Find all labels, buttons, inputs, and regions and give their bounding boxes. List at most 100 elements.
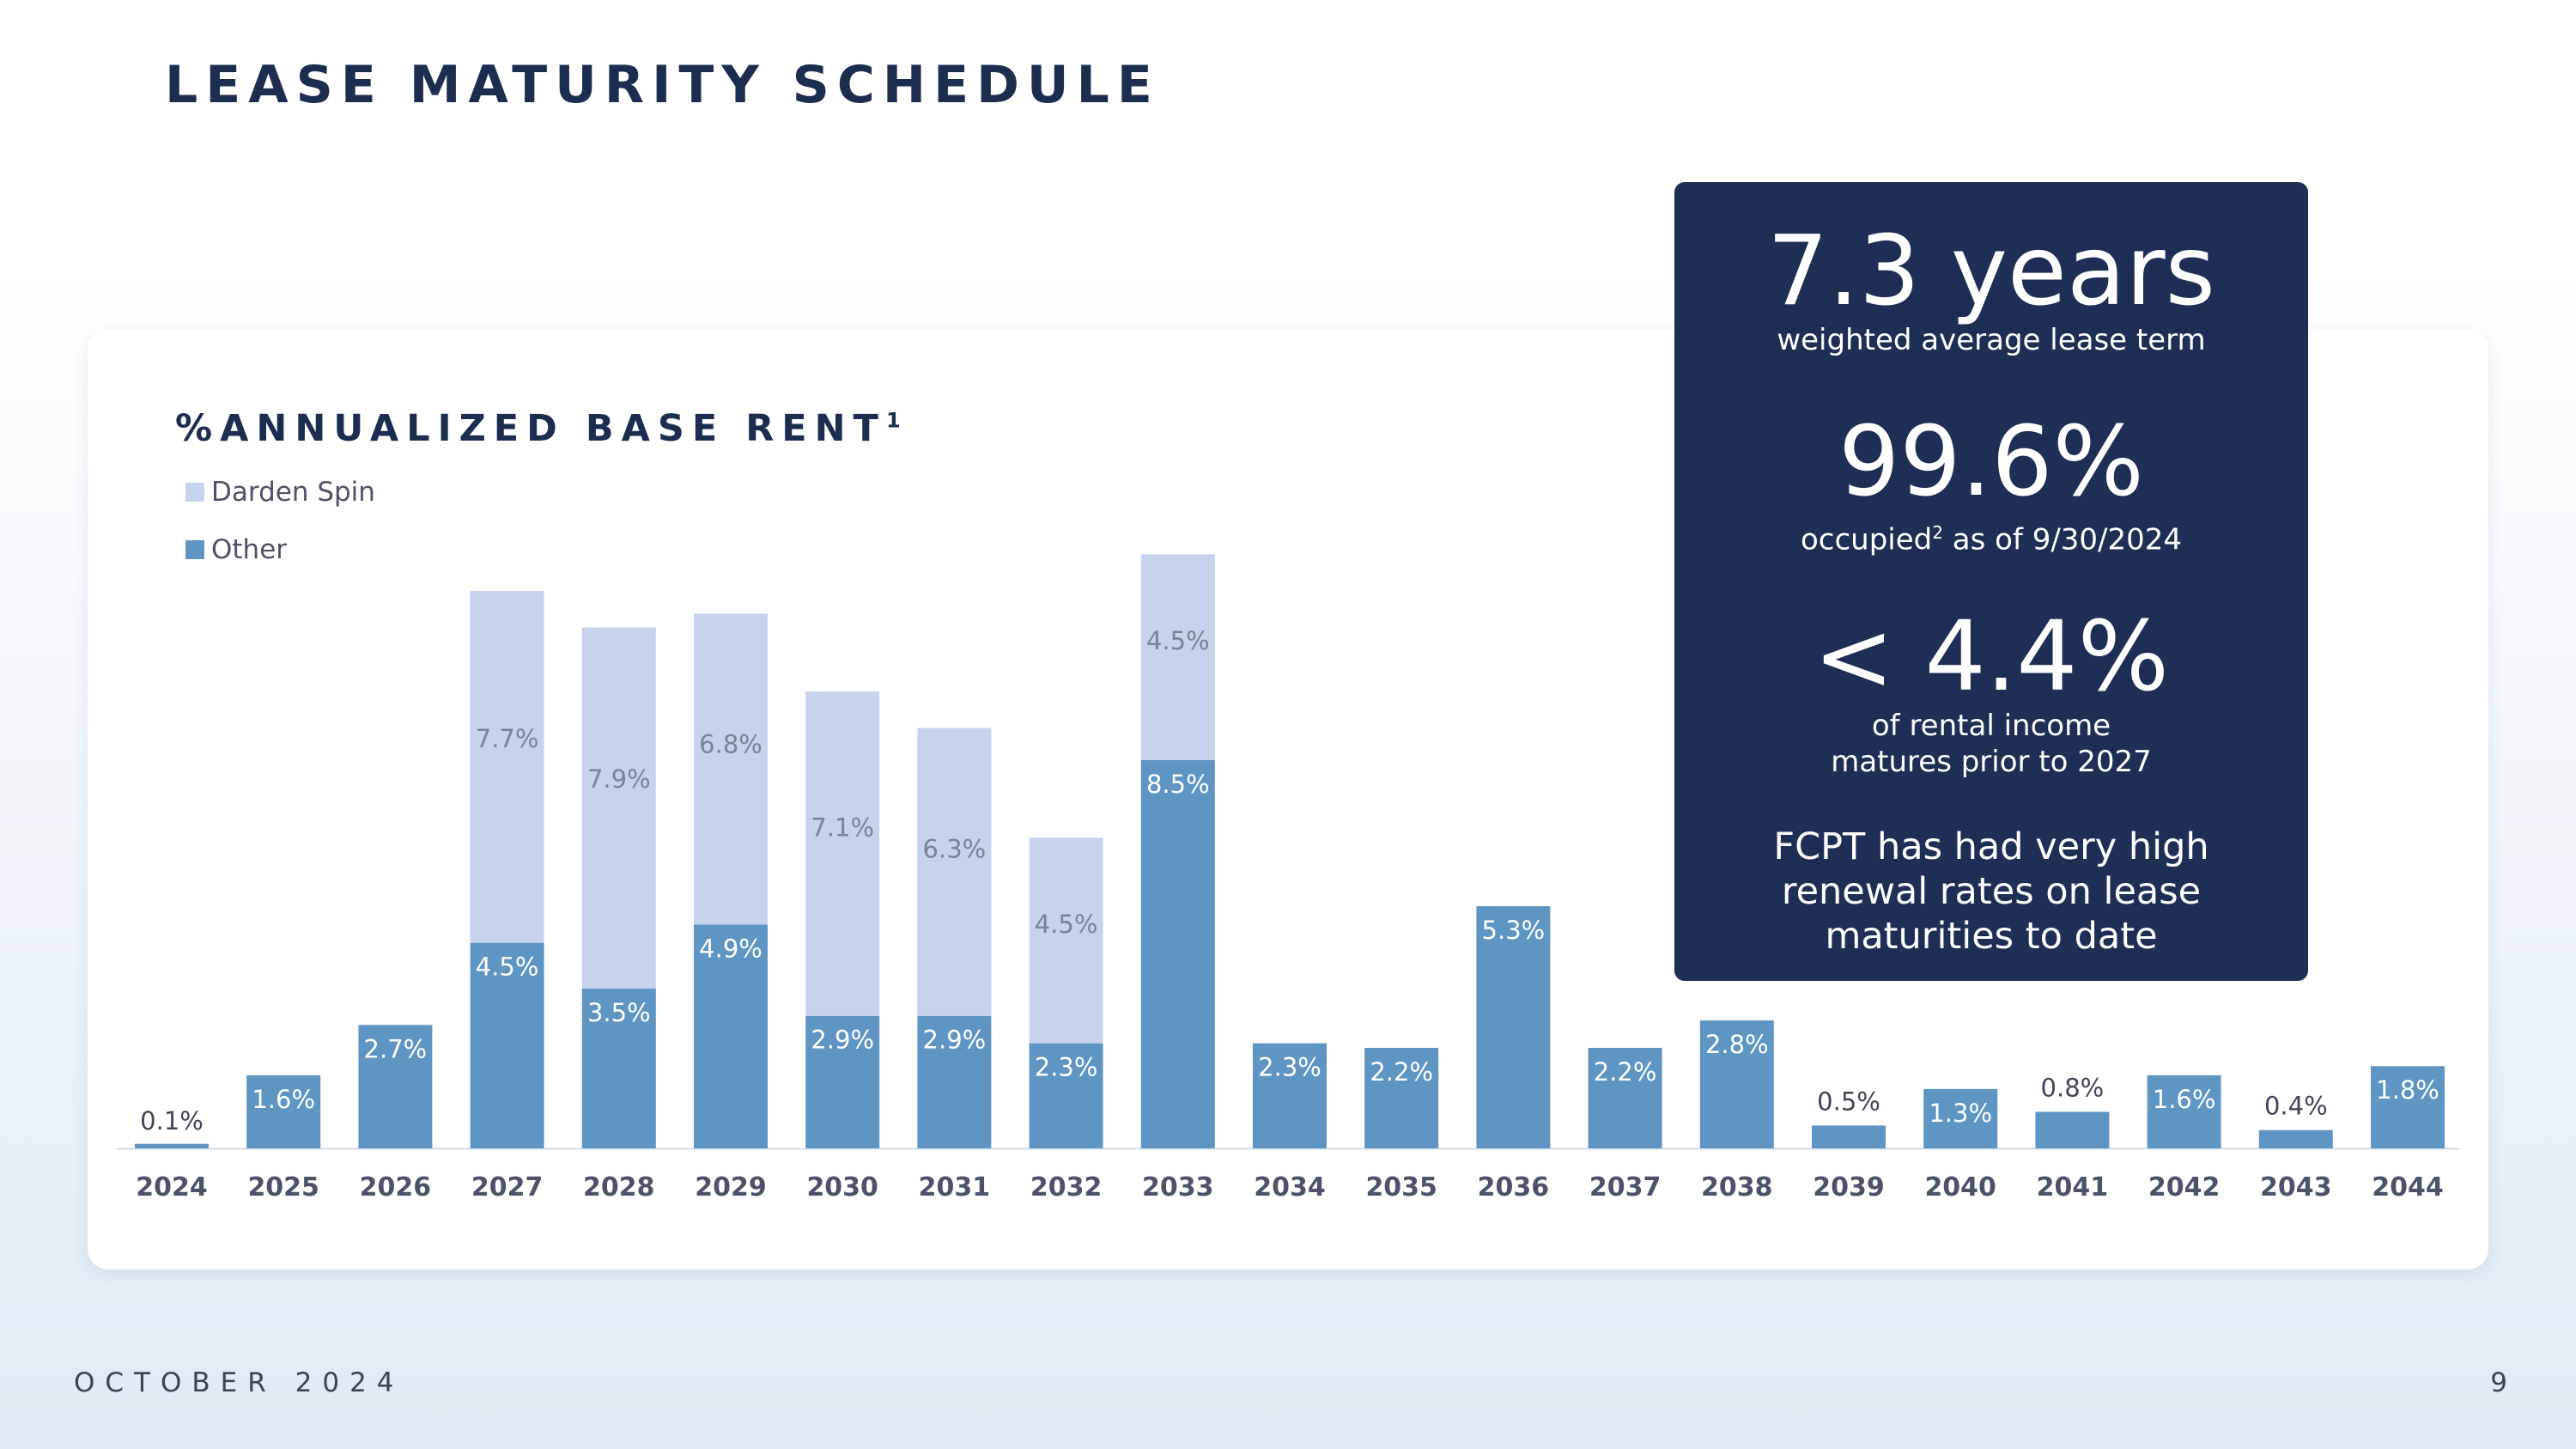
bar-label-other-2025: 1.6% xyxy=(252,1085,315,1114)
renewal-note-line1: FCPT has had very high xyxy=(1773,825,2209,868)
bar-label-other-2038: 2.8% xyxy=(1705,1030,1769,1059)
bar-other-2030 xyxy=(805,1015,880,1148)
x-tick-label-2039: 2039 xyxy=(1813,1172,1885,1202)
bar-label-other-2031: 2.9% xyxy=(923,1026,987,1055)
bar-label-darden-2028: 7.9% xyxy=(587,764,651,794)
stat-maturity-value: < 4.4% xyxy=(1814,601,2169,713)
footer-date: OCTOBER 2024 xyxy=(74,1367,404,1398)
renewal-note-line3: maturities to date xyxy=(1825,915,2158,958)
legend-label-other: Other xyxy=(211,534,288,565)
x-tick-label-2027: 2027 xyxy=(471,1172,544,1202)
bar-label-other-2043: 0.4% xyxy=(2264,1092,2328,1121)
bar-label-other-2041: 0.8% xyxy=(2041,1073,2105,1102)
x-tick-label-2026: 2026 xyxy=(360,1172,432,1202)
bar-darden-2030 xyxy=(805,691,880,1016)
bar-other-2042 xyxy=(2147,1075,2221,1148)
bar-label-other-2030: 2.9% xyxy=(811,1026,874,1055)
x-tick-label-2033: 2033 xyxy=(1142,1172,1214,1202)
page-title: LEASE MATURITY SCHEDULE xyxy=(165,55,1160,115)
bar-label-darden-2031: 6.3% xyxy=(923,834,987,863)
bar-label-other-2044: 1.8% xyxy=(2376,1075,2439,1105)
renewal-note-line2: renewal rates on lease xyxy=(1781,870,2202,913)
bar-label-other-2042: 1.6% xyxy=(2153,1085,2216,1114)
bar-label-other-2032: 2.3% xyxy=(1035,1053,1098,1082)
bar-other-2032 xyxy=(1029,1043,1103,1148)
stat-occupancy-value: 99.6% xyxy=(1838,406,2144,518)
x-tick-label-2040: 2040 xyxy=(1924,1172,1996,1202)
bar-other-2044 xyxy=(2371,1066,2445,1148)
bar-other-2041 xyxy=(2035,1111,2110,1148)
stat-maturity-caption-line2: matures prior to 2027 xyxy=(1831,745,2152,779)
bar-darden-2028 xyxy=(581,627,656,989)
x-tick-label-2041: 2041 xyxy=(2037,1172,2109,1202)
legend-swatch-other xyxy=(185,540,204,559)
bar-label-darden-2030: 7.1% xyxy=(811,813,874,843)
bar-other-2040 xyxy=(1923,1088,1998,1148)
x-tick-label-2044: 2044 xyxy=(2372,1172,2444,1202)
x-tick-label-2038: 2038 xyxy=(1701,1172,1773,1202)
bar-other-2033 xyxy=(1140,759,1215,1148)
bar-other-2034 xyxy=(1253,1043,1327,1148)
bar-other-2025 xyxy=(246,1075,321,1148)
bar-label-other-2024: 0.1% xyxy=(140,1106,204,1135)
x-tick-label-2042: 2042 xyxy=(2148,1172,2221,1202)
bar-other-2026 xyxy=(358,1025,433,1148)
x-tick-label-2029: 2029 xyxy=(695,1172,767,1202)
chart-title: %ANNUALIZED BASE RENT1 xyxy=(175,407,901,450)
bar-other-2037 xyxy=(1588,1047,1662,1148)
legend-label-darden: Darden Spin xyxy=(211,477,375,508)
bar-darden-2029 xyxy=(694,613,768,925)
bar-label-other-2028: 3.5% xyxy=(587,998,651,1027)
bar-label-darden-2032: 4.5% xyxy=(1035,910,1098,939)
bar-darden-2032 xyxy=(1029,837,1103,1044)
bar-label-other-2036: 5.3% xyxy=(1482,916,1546,945)
bar-darden-2033 xyxy=(1140,554,1215,760)
bar-darden-2031 xyxy=(917,728,992,1016)
bar-other-2036 xyxy=(1476,906,1551,1148)
bar-label-other-2037: 2.2% xyxy=(1594,1057,1657,1087)
x-tick-label-2035: 2035 xyxy=(1365,1172,1437,1202)
bar-label-other-2026: 2.7% xyxy=(364,1034,428,1063)
page-number: 9 xyxy=(2490,1367,2507,1398)
bar-other-2043 xyxy=(2258,1129,2333,1148)
x-tick-label-2043: 2043 xyxy=(2260,1172,2332,1202)
bar-label-other-2039: 0.5% xyxy=(1817,1087,1880,1116)
bar-other-2039 xyxy=(1812,1125,1886,1148)
stats-panel: 7.3 years weighted average lease term 99… xyxy=(1674,182,2308,981)
bar-label-other-2033: 8.5% xyxy=(1146,770,1210,799)
bar-other-2028 xyxy=(581,988,656,1148)
bar-other-2038 xyxy=(1699,1020,1774,1148)
x-tick-label-2030: 2030 xyxy=(806,1172,878,1202)
bar-other-2029 xyxy=(694,924,768,1148)
bar-label-other-2029: 4.9% xyxy=(699,934,762,963)
legend-item-other: Other xyxy=(185,534,375,565)
stat-lease-term-caption: weighted average lease term xyxy=(1777,323,2206,357)
legend-item-darden: Darden Spin xyxy=(185,477,375,508)
x-tick-label-2037: 2037 xyxy=(1589,1172,1662,1202)
bar-darden-2027 xyxy=(470,590,544,943)
bar-other-2024 xyxy=(135,1143,209,1148)
x-tick-label-2032: 2032 xyxy=(1030,1172,1103,1202)
stat-lease-term-value: 7.3 years xyxy=(1767,216,2215,327)
bar-label-other-2035: 2.2% xyxy=(1370,1057,1433,1087)
x-tick-label-2028: 2028 xyxy=(583,1172,655,1202)
bar-other-2035 xyxy=(1364,1047,1439,1148)
x-tick-label-2034: 2034 xyxy=(1254,1172,1326,1202)
bar-other-2031 xyxy=(917,1015,992,1148)
bar-label-darden-2033: 4.5% xyxy=(1146,626,1210,655)
chart-legend: Darden Spin Other xyxy=(185,477,375,593)
bar-label-other-2040: 1.3% xyxy=(1929,1099,1992,1128)
bar-label-other-2027: 4.5% xyxy=(476,953,539,982)
legend-swatch-darden xyxy=(185,483,204,502)
stat-maturity-caption-line1: of rental income xyxy=(1871,709,2111,743)
bar-other-2027 xyxy=(470,942,544,1148)
x-tick-label-2036: 2036 xyxy=(1478,1172,1550,1202)
stat-occupancy-caption: occupied2 as of 9/30/2024 xyxy=(1800,522,2183,557)
bar-label-other-2034: 2.3% xyxy=(1258,1053,1321,1082)
bar-label-darden-2029: 6.8% xyxy=(699,729,762,758)
x-tick-label-2024: 2024 xyxy=(136,1172,208,1202)
x-tick-label-2025: 2025 xyxy=(247,1172,319,1202)
x-tick-label-2031: 2031 xyxy=(919,1172,991,1202)
bar-label-darden-2027: 7.7% xyxy=(476,724,539,753)
